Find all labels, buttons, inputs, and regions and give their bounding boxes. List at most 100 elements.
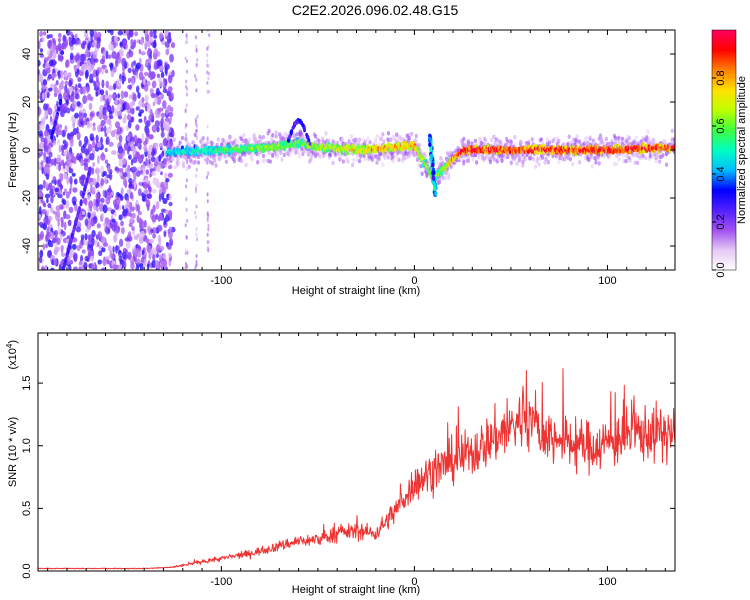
heatmap-cell	[74, 92, 79, 100]
heatmap-cell	[193, 132, 197, 137]
heatmap-cell	[613, 135, 618, 141]
heatmap-cell	[629, 158, 633, 163]
heatmap-cell	[527, 140, 531, 145]
heatmap-cell	[92, 126, 96, 132]
heatmap-cell	[38, 262, 41, 270]
heatmap-cell	[131, 212, 136, 219]
heatmap-cell	[641, 135, 645, 141]
heatmap-cell	[169, 164, 173, 169]
heatmap-cell	[95, 199, 100, 208]
heatmap-cell	[162, 121, 167, 129]
heatmap-cell	[169, 106, 174, 112]
heatmap-cell	[520, 140, 524, 146]
colorbar-tick-label: 0.2	[715, 214, 727, 229]
heatmap-cell	[206, 175, 208, 180]
heatmap-cell	[155, 142, 159, 151]
heatmap-cell	[89, 30, 94, 37]
heatmap-cell	[159, 188, 163, 195]
heatmap-cell	[91, 237, 95, 247]
heatmap-cell	[210, 161, 215, 166]
colorbar-ticks: 0.00.20.40.60.8	[712, 70, 727, 278]
heatmap-cell	[432, 186, 437, 192]
heatmap-cell	[589, 155, 593, 160]
heatmap-cell	[314, 140, 318, 145]
heatmap-cell	[107, 54, 112, 59]
heatmap-cell	[88, 96, 94, 101]
heatmap-cell	[73, 252, 78, 262]
heatmap-cell	[424, 153, 428, 159]
heatmap-cell	[108, 94, 112, 103]
heatmap-cell	[568, 157, 573, 162]
heatmap-cell	[134, 251, 138, 259]
heatmap-cell	[286, 138, 290, 143]
heatmap-cell	[184, 40, 187, 45]
heatmap-cell	[381, 162, 385, 167]
heatmap-cell	[90, 262, 94, 270]
heatmap-cell	[73, 266, 78, 270]
heatmap-cell	[114, 107, 119, 117]
heatmap-cell	[113, 129, 118, 134]
heatmap-cell	[109, 250, 113, 258]
heatmap-cell	[617, 135, 621, 140]
heatmap-cell	[72, 128, 78, 135]
heatmap-cell	[484, 138, 488, 143]
heatmap-cell	[143, 258, 147, 267]
heatmap-cell	[563, 157, 567, 162]
heatmap-cell	[105, 255, 111, 260]
heatmap-cell	[97, 142, 102, 148]
heatmap-cell	[186, 92, 188, 97]
heatmap-cell	[329, 152, 333, 158]
heatmap-cell	[69, 139, 74, 148]
heatmap-cell	[664, 162, 669, 167]
heatmap-cell	[195, 167, 198, 172]
heatmap-cell	[102, 258, 107, 267]
heatmap-cell	[363, 156, 367, 162]
heatmap-cell	[78, 39, 81, 46]
heatmap-cell	[88, 247, 92, 257]
heatmap-cell	[122, 64, 125, 73]
heatmap-cell	[111, 94, 116, 99]
heatmap-cell	[125, 102, 130, 111]
heatmap-cell	[92, 162, 95, 167]
heatmap-cell	[164, 41, 170, 48]
heatmap-cell	[253, 137, 257, 142]
heatmap-cell	[47, 226, 50, 231]
heatmap-cell	[65, 214, 71, 220]
heatmap-cell	[114, 167, 120, 172]
heatmap-cell	[506, 154, 510, 160]
heatmap-cell	[289, 149, 293, 155]
heatmap-cell	[137, 188, 142, 197]
heatmap-cell	[341, 159, 345, 164]
heatmap-cell	[136, 204, 141, 213]
heatmap-cell	[119, 171, 123, 177]
heatmap-cell	[186, 59, 188, 64]
heatmap-cell	[178, 140, 182, 145]
heatmap-cell	[79, 240, 83, 249]
heatmap-cell	[38, 206, 42, 215]
heatmap-cell	[476, 141, 480, 146]
heatmap-cell	[102, 50, 107, 56]
heatmap-cell	[69, 176, 73, 185]
heatmap-cell	[167, 38, 172, 43]
heatmap-cell	[196, 237, 198, 242]
heatmap-cell	[138, 99, 143, 108]
heatmap-cell	[201, 136, 205, 141]
heatmap-cell	[84, 148, 90, 156]
heatmap-cell	[62, 199, 67, 206]
heatmap-cell	[466, 155, 471, 160]
heatmap-cell	[106, 207, 113, 212]
heatmap-cell	[351, 162, 355, 168]
heatmap-cell	[670, 128, 674, 133]
heatmap-cell	[432, 180, 436, 186]
heatmap-cell	[88, 166, 92, 173]
heatmap-cell	[77, 83, 82, 89]
heatmap-cell	[66, 248, 70, 255]
heatmap-cell	[45, 182, 49, 190]
heatmap-cell	[232, 158, 237, 164]
heatmap-cell	[168, 201, 173, 207]
heatmap-cell	[41, 166, 45, 175]
heatmap-cell	[75, 226, 81, 233]
heatmap-cell	[73, 64, 78, 73]
heatmap-cell	[208, 33, 211, 38]
heatmap-cell	[194, 266, 197, 270]
